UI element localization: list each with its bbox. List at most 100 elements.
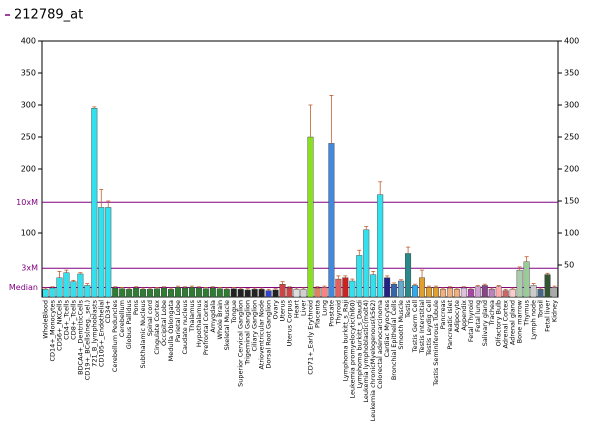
y2-tick-label: 250 — [564, 133, 579, 142]
x-tick-label: CD71+_Early Erythroid — [306, 300, 314, 375]
bar — [328, 143, 335, 298]
x-tick-label: Dorsal Root Ganglion — [265, 300, 273, 369]
bar — [237, 289, 244, 298]
bar — [105, 207, 112, 298]
x-tick-label: Liver — [299, 300, 307, 316]
bar — [84, 285, 91, 298]
bar — [384, 277, 391, 298]
x-tick-label: Adrenal Cortex — [502, 300, 510, 349]
bar — [202, 288, 209, 298]
bar — [244, 289, 251, 298]
x-tick-label: Cerebellum — [118, 300, 126, 337]
bar — [544, 274, 551, 298]
x-tick-label: Tonsil — [537, 300, 545, 319]
y-tick-label: 400 — [21, 37, 36, 46]
x-tick-label: Uterus Corpus — [286, 299, 294, 346]
bar — [293, 289, 300, 298]
bar — [481, 285, 488, 298]
y2-tick-label: 200 — [564, 165, 579, 174]
x-tick-label: 721_B_lymphoblasts — [90, 299, 98, 366]
y2-tick-label: 300 — [564, 101, 579, 110]
bar — [140, 289, 147, 298]
x-tick-label: Ciliary Ganglion — [251, 300, 259, 352]
bar — [446, 287, 453, 298]
bar — [216, 288, 223, 298]
x-tick-label: Testis Germ Cell — [411, 300, 419, 353]
bar — [363, 229, 370, 298]
bar — [523, 261, 530, 298]
bar — [49, 287, 56, 298]
x-tick-label: Placenta — [313, 300, 321, 328]
x-tick-label: Globus Pallidus — [125, 299, 133, 349]
bar — [119, 288, 126, 298]
bar — [188, 287, 195, 298]
x-tick-label: Thyroid — [334, 300, 342, 325]
x-tick-label: Leukemia promyelocytic(hl60) — [348, 300, 356, 399]
bar — [161, 287, 168, 298]
bar — [426, 287, 432, 298]
bar — [453, 289, 460, 298]
x-tick-label: Medulla Oblongata — [167, 300, 175, 361]
bar — [377, 194, 384, 298]
y-tick-label: 250 — [21, 133, 36, 142]
bar — [286, 287, 293, 298]
x-tick-label: Testis Interstitial — [418, 300, 426, 354]
bar — [370, 274, 377, 298]
bar — [307, 136, 314, 298]
bar — [488, 289, 495, 298]
bar — [537, 289, 544, 298]
x-tick-label: Kidney — [551, 300, 559, 322]
bar — [356, 255, 363, 298]
bar — [63, 272, 70, 298]
x-tick-label: Fetal lung — [474, 300, 482, 332]
bar — [272, 289, 279, 298]
bar — [279, 284, 286, 298]
bar — [56, 277, 63, 298]
bar — [181, 287, 188, 298]
bar — [91, 107, 98, 298]
bar — [133, 287, 140, 298]
x-tick-label: Fetal Thyroid — [467, 300, 475, 342]
x-tick-label: Fetal liver — [544, 300, 552, 332]
x-tick-label: Uterus — [279, 299, 287, 321]
bar — [349, 280, 356, 298]
x-tick-label: Superior Cervical Ganglion — [237, 300, 245, 387]
bar — [77, 273, 84, 298]
x-tick-label: Subthalamic Nucleus — [139, 299, 147, 368]
bar — [405, 253, 412, 298]
plot-frame — [41, 40, 559, 298]
x-tick-label: Pancreas — [439, 299, 447, 329]
reference-label: Median — [9, 283, 38, 292]
x-tick-label: Pons — [132, 299, 140, 315]
x-tick-label: Testis Leydig Cell — [425, 300, 433, 357]
bar — [112, 287, 119, 298]
x-tick-label: CD34+ — [104, 300, 112, 323]
x-tick-label: Cardiac Myocytes — [383, 299, 391, 357]
bar — [251, 289, 258, 298]
bar — [439, 289, 446, 298]
x-tick-label: WholeBlood — [41, 300, 49, 339]
bar — [391, 284, 398, 298]
x-tick-label: Trigeminal Ganglion — [244, 300, 252, 366]
x-tick-label: Testis Seminiferous Tubule — [432, 300, 440, 387]
bar — [195, 287, 202, 298]
x-tick-label: Heart — [293, 300, 301, 319]
y-tick-label: 200 — [21, 165, 36, 174]
x-tick-label: Leukemia chronicMyelogenous(k562) — [369, 300, 377, 421]
x-tick-label: Adipocyte — [453, 300, 461, 332]
bar — [335, 278, 342, 298]
x-tick-label: Cingulate Cortex — [153, 300, 161, 355]
bar — [147, 289, 154, 298]
x-tick-label: Lymphoma burkitt_s_Raji — [341, 300, 349, 381]
bar — [300, 289, 307, 298]
x-tick-label: Bone marrow — [516, 299, 524, 343]
bar — [230, 288, 237, 298]
y2-tick-label: 150 — [564, 197, 579, 206]
reference-label: 10xM — [16, 198, 38, 207]
x-tick-label: Trachea — [488, 300, 496, 326]
bar — [98, 207, 105, 298]
bar — [126, 289, 133, 298]
bar — [209, 287, 216, 298]
x-tick-label: Testis — [404, 299, 412, 319]
